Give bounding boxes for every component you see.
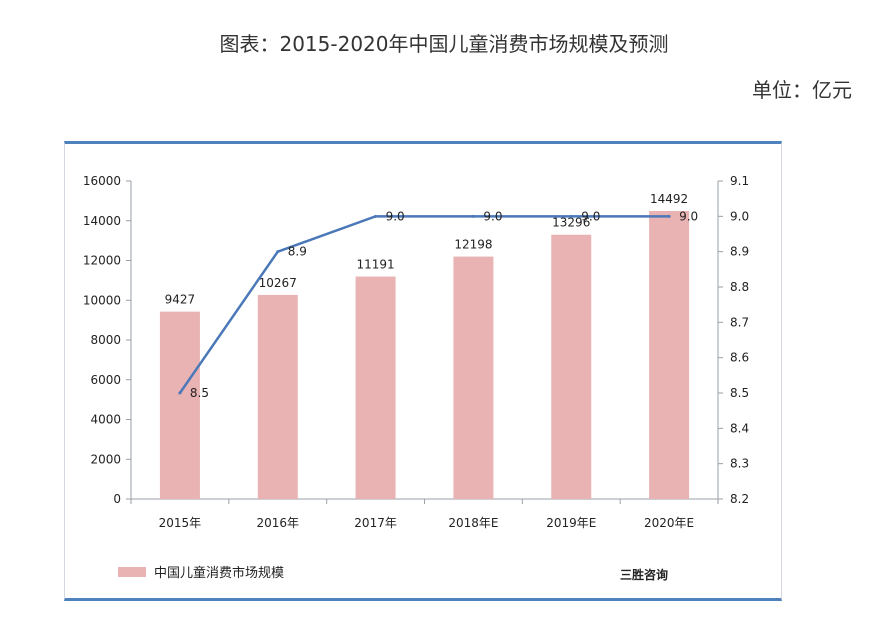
x-tick-label: 2018年E — [448, 516, 498, 530]
x-tick-label: 2017年 — [354, 516, 397, 530]
y-right-tick-label: 9.0 — [730, 209, 749, 223]
bar-value-label: 10267 — [259, 276, 297, 290]
y-right-tick-label: 8.8 — [730, 280, 749, 294]
line-point — [569, 214, 573, 218]
bar — [649, 210, 690, 499]
bar — [159, 311, 200, 499]
growth-line — [178, 215, 670, 394]
y-right-tick-label: 8.3 — [730, 457, 749, 471]
legend-label: 中国儿童消费市场规模 — [154, 566, 285, 581]
y-right-tick-label: 8.9 — [730, 245, 749, 259]
line-point — [276, 250, 280, 254]
bar-value-label: 14492 — [650, 192, 688, 206]
line-value-label: 8.5 — [190, 386, 209, 400]
y-right-tick-label: 9.1 — [730, 174, 749, 188]
y-left-tick-label: 2000 — [90, 452, 121, 466]
bar — [551, 234, 592, 499]
bar-value-label: 13296 — [552, 216, 590, 230]
bar — [355, 276, 396, 499]
line-value-label: 9.0 — [679, 209, 698, 223]
y-left-tick-label: 14000 — [83, 214, 121, 228]
x-tick-label: 2019年E — [546, 516, 596, 530]
chart-frame — [64, 141, 782, 601]
y-right-tick-label: 8.6 — [730, 351, 749, 365]
legend: 中国儿童消费市场规模 — [118, 562, 284, 581]
bar-value-label: 9427 — [165, 293, 196, 307]
line-value-label: 9.0 — [386, 209, 405, 223]
x-tick-label: 2020年E — [644, 516, 694, 530]
line-point — [178, 391, 182, 395]
y-left-tick-label: 4000 — [90, 413, 121, 427]
line-point — [667, 214, 671, 218]
y-left-tick-label: 16000 — [83, 174, 121, 188]
bar — [453, 256, 494, 499]
y-left-tick-label: 10000 — [83, 293, 121, 307]
line-value-label: 9.0 — [581, 209, 600, 223]
line-point — [471, 214, 475, 218]
line-value-label: 9.0 — [483, 209, 502, 223]
y-right-tick-label: 8.5 — [730, 386, 749, 400]
chart-title: 图表：2015-2020年中国儿童消费市场规模及预测 — [219, 32, 669, 56]
bar — [257, 294, 298, 499]
legend-swatch-bar — [118, 566, 146, 577]
y-left-tick-label: 12000 — [83, 254, 121, 268]
unit-label: 单位：亿元 — [752, 78, 852, 102]
y-right-tick-label: 8.2 — [730, 492, 749, 506]
x-tick-label: 2016年 — [256, 516, 299, 530]
y-left-tick-label: 0 — [113, 492, 121, 506]
y-left-tick-label: 8000 — [90, 333, 121, 347]
y-right-tick-label: 8.7 — [730, 315, 749, 329]
bar-value-label: 11191 — [356, 258, 394, 272]
source-label: 三胜咨询 — [620, 568, 669, 582]
y-right-tick-label: 8.4 — [730, 421, 749, 435]
line-value-label: 8.9 — [288, 245, 307, 259]
bar-value-label: 12198 — [454, 238, 492, 252]
y-left-tick-label: 6000 — [90, 373, 121, 387]
x-tick-label: 2015年 — [159, 516, 202, 530]
line-point — [374, 214, 378, 218]
